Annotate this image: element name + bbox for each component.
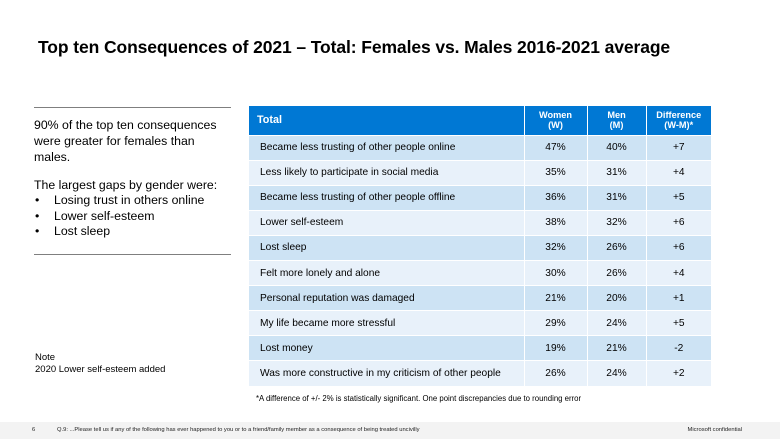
table-row: Felt more lonely and alone 30% 26% +4 <box>249 259 711 286</box>
table-header-row: Total Women (W) Men (M) Difference (W-M)* <box>249 106 711 135</box>
table-row: Lower self-esteem 38% 32% +6 <box>249 209 711 236</box>
difference-value: -2 <box>646 335 711 361</box>
women-value: 32% <box>524 234 588 261</box>
summary-text: 90% of the top ten consequences were gre… <box>34 118 217 164</box>
table-row: Lost money 19% 21% -2 <box>249 335 711 361</box>
note-text: 2020 Lower self-esteem added <box>35 364 166 375</box>
difference-value: +7 <box>646 134 711 161</box>
row-label: Lower self-esteem <box>249 209 525 236</box>
men-value: 21% <box>587 335 647 361</box>
difference-value: +5 <box>646 310 711 336</box>
women-value: 29% <box>524 310 588 336</box>
header-total: Total <box>249 106 525 135</box>
footer-bar: 6 Q.9: ...Please tell us if any of the f… <box>0 422 780 439</box>
table-row: Lost sleep 32% 26% +6 <box>249 234 711 261</box>
gap-item: • Lost sleep <box>34 224 231 240</box>
header-women-line2: (W) <box>548 120 563 131</box>
women-value: 47% <box>524 134 588 161</box>
header-men-line2: (M) <box>609 120 624 131</box>
page-title: Top ten Consequences of 2021 – Total: Fe… <box>38 37 671 57</box>
survey-question: Q.9: ...Please tell us if any of the fol… <box>57 427 420 433</box>
men-value: 31% <box>587 159 647 186</box>
difference-value: +5 <box>646 184 711 211</box>
row-label: Lost sleep <box>249 234 525 261</box>
consequences-table: Total Women (W) Men (M) Difference (W-M)* B… <box>249 106 711 386</box>
table-row: Was more constructive in my criticism of… <box>249 360 711 386</box>
gap-item-label: Lost sleep <box>54 224 111 238</box>
women-value: 19% <box>524 335 588 361</box>
summary-panel: 90% of the top ten consequences were gre… <box>34 107 231 255</box>
bullet-icon: • <box>35 224 40 238</box>
row-label: Less likely to participate in social med… <box>249 159 525 186</box>
men-value: 24% <box>587 360 647 386</box>
row-label: Felt more lonely and alone <box>249 259 525 286</box>
row-label: Lost money <box>249 335 525 361</box>
table-row: Less likely to participate in social med… <box>249 159 711 186</box>
confidential-label: Microsoft confidential <box>687 427 742 433</box>
header-women: Women (W) <box>524 106 588 135</box>
gap-item: • Lower self-esteem <box>34 209 231 225</box>
men-value: 26% <box>587 234 647 261</box>
women-value: 35% <box>524 159 588 186</box>
men-value: 40% <box>587 134 647 161</box>
header-diff-line1: Difference <box>656 110 702 121</box>
page-number: 6 <box>32 427 36 433</box>
table-row: Became less trusting of other people onl… <box>249 134 711 161</box>
difference-value: +1 <box>646 285 711 311</box>
women-value: 30% <box>524 259 588 286</box>
bullet-icon: • <box>35 208 40 223</box>
men-value: 31% <box>587 184 647 211</box>
note-heading: Note <box>35 352 56 363</box>
significance-footnote: *A difference of +/- 2% is statistically… <box>256 394 582 403</box>
men-value: 26% <box>587 259 647 286</box>
header-difference: Difference (W-M)* <box>646 106 711 135</box>
header-men-line1: Men <box>607 110 626 121</box>
row-label: Was more constructive in my criticism of… <box>249 360 525 386</box>
men-value: 20% <box>587 285 647 311</box>
note-block: Note 2020 Lower self-esteem added <box>35 352 165 376</box>
gap-item: • Losing trust in others online <box>34 193 231 209</box>
row-label: My life became more stressful <box>249 310 525 336</box>
women-value: 26% <box>524 360 588 386</box>
gaps-intro-text: The largest gaps by gender were: <box>34 178 218 192</box>
women-value: 36% <box>524 184 588 211</box>
header-men: Men (M) <box>587 106 647 135</box>
difference-value: +2 <box>646 360 711 386</box>
row-label: Personal reputation was damaged <box>249 285 525 311</box>
gap-item-label: Lower self-esteem <box>54 208 155 223</box>
gaps-list: • Losing trust in others online • Lower se… <box>34 193 231 240</box>
header-women-line1: Women <box>538 110 572 121</box>
bullet-icon: • <box>35 193 40 207</box>
women-value: 21% <box>524 285 588 311</box>
row-label: Became less trusting of other people onl… <box>249 134 525 161</box>
table-row: Became less trusting of other people off… <box>249 184 711 211</box>
table-row: Personal reputation was damaged 21% 20% … <box>249 285 711 311</box>
panel-divider <box>34 254 231 255</box>
difference-value: +6 <box>646 234 711 261</box>
gap-item-label: Losing trust in others online <box>54 193 205 207</box>
men-value: 32% <box>587 209 647 236</box>
difference-value: +4 <box>646 159 711 186</box>
difference-value: +6 <box>646 209 711 236</box>
header-diff-line2: (W-M)* <box>664 120 694 131</box>
difference-value: +4 <box>646 259 711 286</box>
row-label: Became less trusting of other people off… <box>249 184 525 211</box>
table-row: My life became more stressful 29% 24% +5 <box>249 310 711 336</box>
women-value: 38% <box>524 209 588 236</box>
men-value: 24% <box>587 310 647 336</box>
